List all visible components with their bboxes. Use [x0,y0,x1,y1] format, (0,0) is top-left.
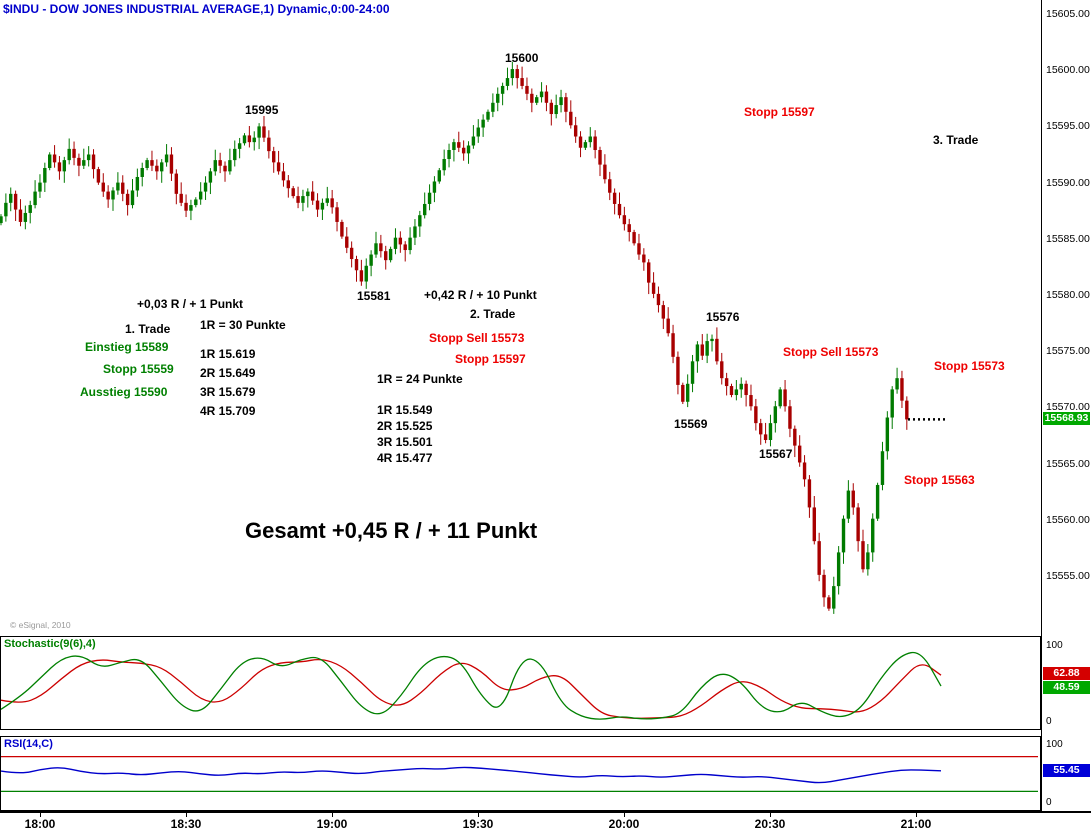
time-axis-label: 21:00 [900,817,932,831]
price-axis: 15568.93 100 62.88 48.59 0 100 55.45 0 1… [1041,0,1091,812]
price-axis-label: 15575.00 [1046,345,1090,358]
price-axis-label: 15600.00 [1046,64,1090,77]
price-axis-label: 15565.00 [1046,457,1090,470]
time-axis-tick [40,813,41,817]
price-axis-label: 15590.00 [1046,176,1090,189]
main-price-chart-svg[interactable] [0,0,1041,634]
rsi-badge: 55.45 [1043,764,1090,777]
stoch-k-badge: 48.59 [1043,681,1090,694]
last-price-badge: 15568.93 [1043,412,1090,425]
time-axis-label: 20:30 [754,817,786,831]
price-axis-label: 15560.00 [1046,513,1090,526]
rsi-chart-svg[interactable] [1,737,1038,808]
time-axis-tick [186,813,187,817]
rsi-panel[interactable]: RSI(14,C) [0,736,1041,811]
chart-title: $INDU - DOW JONES INDUSTRIAL AVERAGE,1) … [3,2,390,16]
price-axis-label: 15580.00 [1046,289,1090,301]
rsi-scale-top: 100 [1046,739,1063,750]
stoch-scale-bottom: 0 [1046,716,1052,727]
time-axis-tick [770,813,771,817]
time-axis-label: 19:30 [462,817,494,831]
time-axis-label: 18:00 [24,817,56,831]
stochastic-label: Stochastic(9(6),4) [4,638,96,650]
price-axis-label: 15555.00 [1046,570,1090,582]
time-axis-label: 18:30 [170,817,202,831]
esignal-copyright: © eSignal, 2010 [10,620,71,630]
time-axis-tick [916,813,917,817]
price-axis-label: 15585.00 [1046,232,1090,245]
stochastic-chart-svg[interactable] [1,637,1038,727]
rsi-label: RSI(14,C) [4,738,53,750]
price-axis-label: 15605.00 [1046,8,1090,20]
main-chart-panel[interactable]: $INDU - DOW JONES INDUSTRIAL AVERAGE,1) … [0,0,1041,634]
stochastic-panel[interactable]: Stochastic(9(6),4) [0,636,1041,730]
time-axis: 18:00 18:30 19:00 19:30 20:00 20:30 21:00 [0,811,1091,834]
time-axis-label: 19:00 [316,817,348,831]
stoch-d-badge: 62.88 [1043,667,1090,680]
price-axis-label: 15570.00 [1046,401,1090,414]
time-axis-label: 20:00 [608,817,640,831]
time-axis-tick [332,813,333,817]
time-axis-tick [478,813,479,817]
stoch-scale-top: 100 [1046,640,1063,651]
time-axis-tick [624,813,625,817]
price-axis-label: 15595.00 [1046,120,1090,133]
rsi-scale-bottom: 0 [1046,797,1052,808]
